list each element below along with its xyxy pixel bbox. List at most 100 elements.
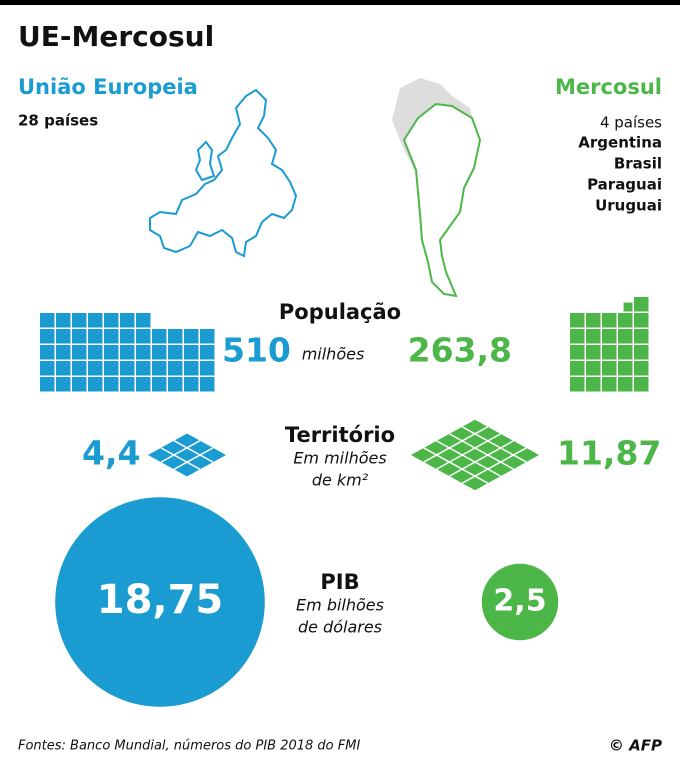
mercosul-map [402, 102, 482, 298]
metric-title: População [279, 300, 401, 324]
square [570, 313, 585, 328]
member: Brasil [614, 155, 662, 173]
square [72, 377, 87, 392]
square [120, 329, 135, 344]
square [40, 329, 55, 344]
square [570, 377, 585, 392]
square [40, 377, 55, 392]
square [618, 329, 633, 344]
square [618, 361, 633, 376]
metric-title: PIB [320, 570, 359, 594]
territory-shape [147, 433, 227, 477]
square [88, 345, 103, 360]
square [570, 329, 585, 344]
eu-name: União Europeia [18, 75, 198, 99]
square [200, 377, 215, 392]
square [104, 313, 119, 328]
square [152, 361, 167, 376]
square [56, 313, 71, 328]
rhombus-grid [173, 447, 214, 470]
square [602, 361, 617, 376]
square [618, 345, 633, 360]
square [136, 313, 151, 328]
rhombus-grid [160, 440, 201, 463]
square [168, 345, 183, 360]
square [72, 329, 87, 344]
metric-unit: milhões [302, 345, 365, 364]
square [634, 297, 649, 312]
rhombus [410, 419, 540, 491]
square [136, 361, 151, 376]
square [184, 329, 199, 344]
square [602, 377, 617, 392]
eu-map [149, 88, 298, 258]
pib-circle [481, 563, 559, 641]
square [104, 377, 119, 392]
square [618, 377, 633, 392]
square [152, 345, 167, 360]
square [200, 329, 215, 344]
square [602, 329, 617, 344]
uk-map [194, 140, 216, 182]
square [152, 377, 167, 392]
metric-unit: de km² [312, 471, 369, 490]
square [120, 313, 135, 328]
square [570, 345, 585, 360]
square [634, 345, 649, 360]
square [586, 345, 601, 360]
population-value: 263,8 [408, 331, 512, 370]
rhombus-grid [160, 447, 201, 470]
rhombus-grid [436, 433, 501, 470]
metric-title: Território [285, 423, 395, 447]
square [570, 361, 585, 376]
square [104, 345, 119, 360]
square [56, 345, 71, 360]
square [586, 329, 601, 344]
square [88, 313, 103, 328]
square [120, 377, 135, 392]
mercosul-count: 4 países [600, 114, 662, 132]
member: Paraguai [587, 176, 662, 194]
rhombus-grid [461, 426, 527, 463]
square [104, 361, 119, 376]
square [40, 345, 55, 360]
square [88, 361, 103, 376]
rhombus-grid [449, 440, 514, 477]
square [72, 345, 87, 360]
square [152, 329, 167, 344]
rhombus-grid [436, 440, 501, 477]
square [184, 361, 199, 376]
square [184, 345, 199, 360]
metric-unit: Em bilhões [296, 596, 384, 615]
square [72, 313, 87, 328]
square [88, 377, 103, 392]
square [40, 361, 55, 376]
population-squares [40, 313, 215, 392]
square [618, 313, 633, 328]
square [168, 361, 183, 376]
square [623, 302, 633, 312]
square [634, 313, 649, 328]
pib-value: 2,5 [493, 584, 546, 619]
member: Argentina [578, 134, 662, 152]
population-value: 510 [222, 331, 291, 370]
square [56, 361, 71, 376]
square [602, 345, 617, 360]
eu-count: 28 países [18, 112, 98, 130]
credit: © AFP [609, 737, 662, 755]
territory-value: 4,4 [82, 434, 140, 473]
square [72, 361, 87, 376]
metric-unit: de dólares [298, 618, 382, 637]
square [586, 313, 601, 328]
population-squares [570, 297, 649, 392]
square [120, 345, 135, 360]
rhombus-grid [423, 447, 489, 484]
square [104, 329, 119, 344]
member: Uruguai [595, 197, 662, 215]
square [136, 377, 151, 392]
rhombus-grid [423, 426, 489, 463]
pib-value: 18,75 [97, 577, 224, 623]
square [200, 345, 215, 360]
square [184, 377, 199, 392]
